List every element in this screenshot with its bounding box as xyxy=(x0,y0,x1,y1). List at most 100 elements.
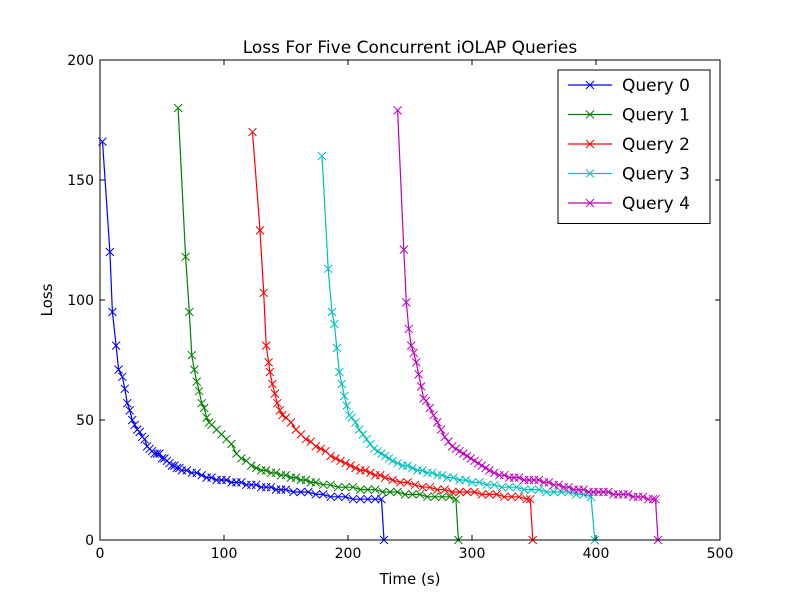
data-point-marker xyxy=(227,439,236,449)
data-point-marker xyxy=(499,492,509,502)
legend-item: Query 0 xyxy=(568,76,690,96)
data-point-marker xyxy=(519,485,529,494)
data-point-marker xyxy=(489,480,499,490)
data-point-marker xyxy=(525,494,535,504)
data-point-marker xyxy=(395,478,405,487)
data-point-marker xyxy=(651,494,660,504)
data-point-marker xyxy=(485,466,494,475)
data-point-marker xyxy=(418,466,427,475)
data-point-marker xyxy=(380,473,390,482)
data-point-marker xyxy=(237,478,246,487)
data-point-marker xyxy=(458,449,468,458)
data-point-marker xyxy=(259,288,269,298)
data-point-marker xyxy=(167,461,177,470)
data-point-marker xyxy=(117,372,127,382)
data-point-marker xyxy=(173,103,183,113)
data-point-marker xyxy=(365,468,375,478)
data-point-marker xyxy=(348,482,358,492)
data-point-marker xyxy=(399,245,409,254)
data-point-marker xyxy=(351,418,360,427)
data-point-marker xyxy=(638,492,648,502)
data-point-marker xyxy=(330,319,339,329)
data-point-marker xyxy=(266,482,276,492)
data-point-marker xyxy=(475,478,484,487)
data-point-marker xyxy=(346,461,355,470)
data-point-marker xyxy=(281,470,291,480)
data-point-marker xyxy=(432,485,442,494)
data-point-marker xyxy=(261,466,271,475)
data-point-marker xyxy=(301,475,311,485)
data-point-marker xyxy=(466,454,476,463)
data-point-marker xyxy=(311,442,321,451)
data-point-marker xyxy=(544,478,554,487)
data-point-marker xyxy=(333,482,343,492)
data-point-marker xyxy=(408,463,417,473)
data-point-marker xyxy=(416,382,426,391)
data-point-marker xyxy=(378,487,388,497)
data-point-marker xyxy=(414,370,424,379)
legend-label: Query 2 xyxy=(622,135,690,155)
x-tick-label: 500 xyxy=(707,546,734,562)
data-point-marker xyxy=(380,451,390,461)
data-point-marker xyxy=(425,482,435,492)
data-point-marker xyxy=(461,475,471,485)
data-point-marker xyxy=(197,470,207,480)
series-query-0 xyxy=(98,137,389,545)
series-line xyxy=(321,155,596,541)
data-point-marker xyxy=(207,473,216,482)
data-point-marker xyxy=(363,494,373,504)
data-point-marker xyxy=(332,343,342,353)
data-point-marker xyxy=(271,468,281,478)
data-point-marker xyxy=(192,468,202,478)
y-tick-label: 200 xyxy=(67,53,94,69)
data-point-marker xyxy=(347,413,357,422)
data-point-marker xyxy=(384,454,394,463)
data-point-marker xyxy=(445,492,455,502)
data-point-marker xyxy=(105,247,115,257)
legend-box xyxy=(557,69,711,224)
y-tick-label: 0 xyxy=(85,533,94,549)
data-point-marker xyxy=(406,341,416,350)
data-point-marker xyxy=(404,324,414,334)
data-point-marker xyxy=(341,482,350,492)
legend-marker xyxy=(585,80,595,90)
data-point-marker xyxy=(370,485,380,494)
data-point-marker xyxy=(348,494,358,504)
data-point-marker xyxy=(393,458,402,468)
data-point-marker xyxy=(318,480,328,490)
data-point-marker xyxy=(281,485,291,494)
data-point-marker xyxy=(504,482,514,492)
data-point-marker xyxy=(507,492,517,502)
data-point-marker xyxy=(334,367,344,377)
data-point-marker xyxy=(604,487,613,497)
data-point-marker xyxy=(194,386,204,396)
data-point-marker xyxy=(172,463,182,473)
data-point-marker xyxy=(462,487,472,497)
data-point-marker xyxy=(246,461,256,470)
data-point-marker xyxy=(268,379,277,389)
data-point-marker xyxy=(403,461,412,470)
data-point-marker xyxy=(341,458,350,468)
data-point-marker xyxy=(333,492,343,502)
data-point-marker xyxy=(327,307,337,317)
data-point-marker xyxy=(429,410,438,420)
legend-label: Query 3 xyxy=(622,165,690,185)
series-query-3 xyxy=(317,151,600,545)
data-point-marker xyxy=(184,307,194,317)
data-point-marker xyxy=(571,490,581,499)
data-point-marker xyxy=(430,492,440,502)
data-point-marker xyxy=(410,480,420,490)
data-point-marker xyxy=(522,494,531,504)
data-point-marker xyxy=(135,427,145,437)
data-point-marker xyxy=(514,492,524,502)
data-point-marker xyxy=(356,485,365,494)
data-point-marker xyxy=(444,437,453,446)
data-point-marker xyxy=(393,106,402,115)
data-point-marker xyxy=(477,461,487,470)
data-point-marker xyxy=(534,485,544,494)
data-point-marker xyxy=(336,456,345,466)
data-point-marker xyxy=(356,494,365,504)
data-point-marker xyxy=(354,425,364,434)
data-point-marker xyxy=(317,151,327,161)
legend-item: Query 3 xyxy=(568,165,690,185)
